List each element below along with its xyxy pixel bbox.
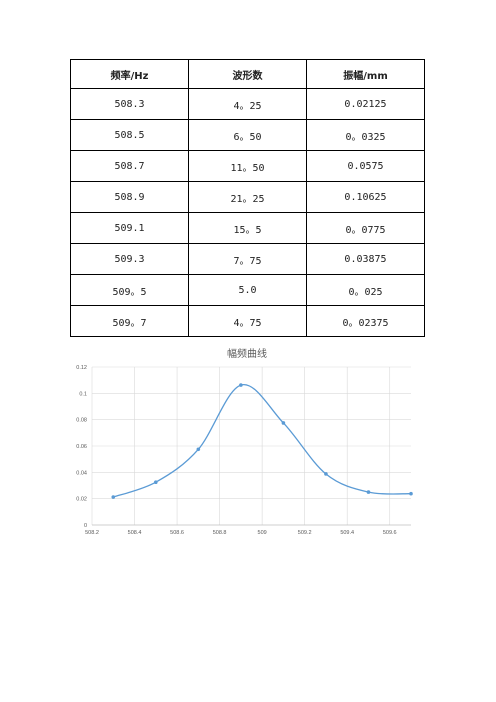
data-point — [281, 421, 286, 425]
cell-amplitude: 0。025 — [306, 274, 425, 306]
data-point — [409, 491, 413, 496]
data-point — [239, 383, 243, 387]
series-line — [113, 384, 412, 498]
cell-frequency: 509.1 — [70, 212, 189, 244]
cell-amplitude: 0.02125 — [306, 88, 425, 120]
cell-amplitude: 0.10625 — [306, 181, 425, 213]
y-tick-label: 0.08 — [76, 418, 87, 424]
data-point — [154, 480, 158, 485]
y-tick-label: 0.02 — [76, 497, 87, 503]
cell-amplitude: 0。0775 — [306, 212, 425, 244]
cell-frequency: 508.9 — [70, 181, 189, 213]
x-tick-label: 508.4 — [128, 530, 142, 536]
x-tick-label: 508.6 — [170, 530, 184, 536]
cell-wave-count: 6。50 — [188, 119, 307, 151]
frequency-amplitude-table: 频率/Hz 波形数 振幅/mm 508.3 4。25 0.02125 508.5… — [70, 59, 425, 337]
cell-amplitude: 0。02375 — [306, 305, 425, 337]
cell-wave-count: 15。5 — [188, 212, 307, 244]
table-row: 508.3 4。25 0.02125 — [70, 88, 425, 120]
x-tick-label: 509.4 — [340, 530, 354, 536]
chart-title: 幅频曲线 — [227, 347, 267, 360]
cell-wave-count: 11。50 — [188, 150, 307, 182]
data-point — [366, 490, 371, 494]
cell-wave-count: 7。75 — [188, 243, 307, 275]
header-amplitude: 振幅/mm — [306, 59, 425, 89]
data-point — [324, 472, 328, 476]
x-tick-label: 508.2 — [85, 530, 99, 536]
data-point — [196, 447, 201, 452]
cell-wave-count: 4。75 — [188, 305, 307, 337]
y-tick-label: 0.04 — [76, 470, 87, 476]
table-row: 508.9 21。25 0.10625 — [70, 181, 425, 213]
chart-svg: 幅频曲线 0 0.02 0.04 0.06 0.08 0.1 0.12 508.2 508.4 5… — [76, 347, 413, 536]
cell-amplitude: 0.0575 — [306, 150, 425, 182]
cell-frequency: 509。7 — [70, 305, 189, 337]
cell-frequency: 508.3 — [70, 88, 189, 120]
table-row: 508.5 6。50 0。0325 — [70, 119, 425, 151]
table-header-row: 频率/Hz 波形数 振幅/mm — [70, 59, 425, 89]
cell-wave-count: 4。25 — [188, 88, 307, 120]
chart-series — [111, 383, 413, 499]
table-row: 509.3 7。75 0.03875 — [70, 243, 425, 275]
chart-grid — [91, 366, 411, 525]
cell-amplitude: 0.03875 — [306, 243, 425, 275]
y-tick-label: 0 — [84, 523, 87, 529]
table-row: 509。7 4。75 0。02375 — [70, 305, 425, 337]
cell-frequency: 508.7 — [70, 150, 189, 182]
cell-wave-count: 5.0 — [188, 274, 307, 306]
data-point — [111, 495, 116, 499]
table-row: 509。5 5.0 0。025 — [70, 274, 425, 306]
header-frequency: 频率/Hz — [70, 59, 189, 89]
x-tick-label: 509 — [258, 530, 267, 536]
table-row: 509.1 15。5 0。0775 — [70, 212, 425, 244]
amplitude-frequency-chart: 幅频曲线 0 0.02 0.04 0.06 0.08 0.1 0.12 508.2 508.4 5… — [58, 340, 438, 546]
y-tick-label: 0.12 — [76, 365, 87, 371]
cell-wave-count: 21。25 — [188, 181, 307, 213]
y-tick-label: 0.06 — [76, 444, 87, 450]
x-tick-label: 509.6 — [383, 530, 397, 536]
table-row: 508.7 11。50 0.0575 — [70, 150, 425, 182]
cell-frequency: 508.5 — [70, 119, 189, 151]
header-wave-count: 波形数 — [188, 59, 307, 89]
x-tick-label: 508.8 — [213, 530, 227, 536]
chart-tick-labels: 0 0.02 0.04 0.06 0.08 0.1 0.12 508.2 508.4 508.6 5… — [76, 365, 396, 536]
x-tick-label: 509.2 — [298, 530, 312, 536]
cell-frequency: 509。5 — [70, 274, 189, 306]
cell-frequency: 509.3 — [70, 243, 189, 275]
y-tick-label: 0.1 — [79, 391, 87, 397]
cell-amplitude: 0。0325 — [306, 119, 425, 151]
